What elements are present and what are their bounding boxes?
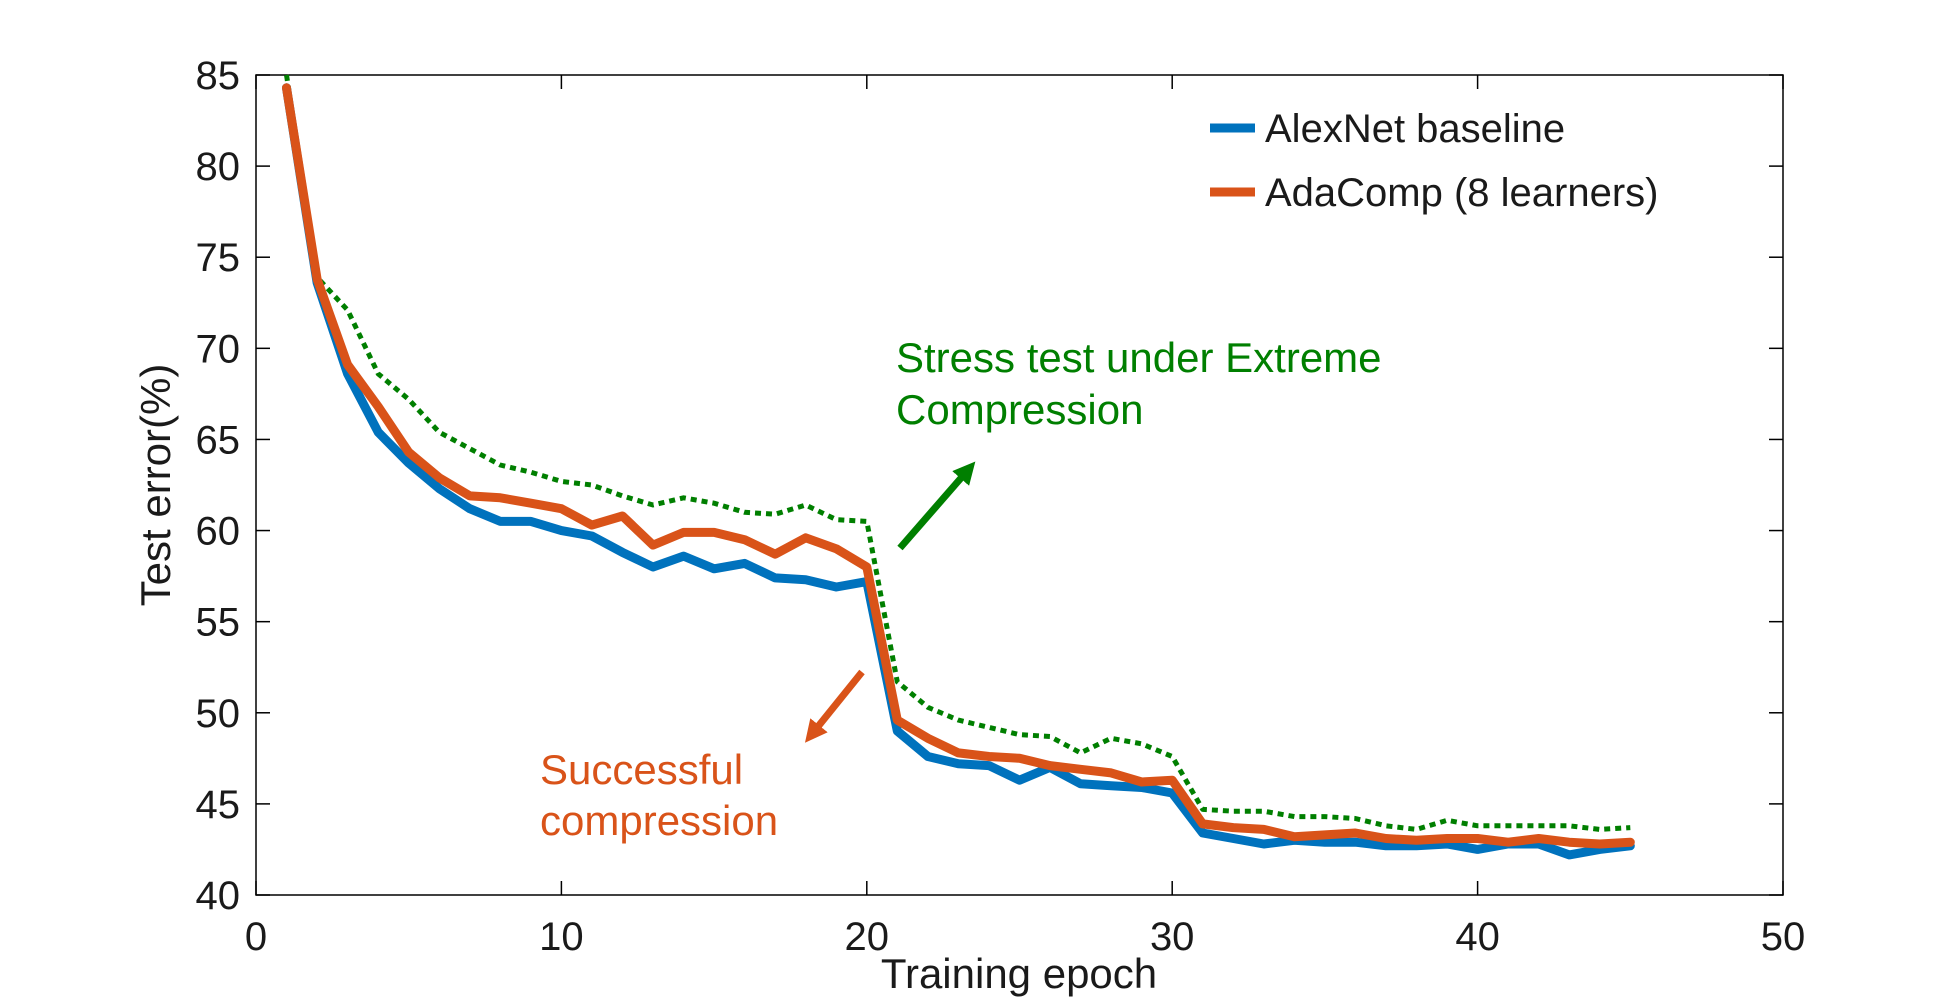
annotation-success-line-2: compression bbox=[540, 797, 778, 844]
x-tick-label-1: 10 bbox=[539, 915, 584, 959]
x-tick-label-3: 30 bbox=[1150, 915, 1195, 959]
annotation-stress-line-2: Compression bbox=[896, 386, 1143, 433]
legend-label-baseline: AlexNet baseline bbox=[1265, 107, 1565, 151]
legend: AlexNet baseline AdaComp (8 learners) bbox=[1210, 107, 1659, 215]
y-tick-label-5: 65 bbox=[196, 418, 241, 462]
x-tick-label-2: 20 bbox=[845, 915, 890, 959]
y-tick-label-7: 75 bbox=[196, 236, 241, 280]
x-axis-ticks: 0 10 20 30 40 50 bbox=[245, 75, 1805, 959]
annotation-stress-arrow bbox=[897, 461, 976, 551]
annotation-success-line-1: Successful bbox=[540, 746, 743, 793]
series-layer bbox=[282, 74, 1635, 860]
y-tick-label-9: 85 bbox=[196, 54, 241, 98]
plot-frame bbox=[255, 74, 1784, 896]
y-tick-label-0: 40 bbox=[196, 874, 241, 918]
series-adacomp bbox=[282, 83, 1635, 849]
series-alexnet-baseline bbox=[282, 83, 1635, 860]
y-tick-label-2: 50 bbox=[196, 692, 241, 736]
y-axis-title: Test error(%) bbox=[132, 364, 179, 607]
y-tick-label-4: 60 bbox=[196, 510, 241, 554]
y-tick-label-6: 70 bbox=[196, 327, 241, 371]
y-axis-ticks: 40 45 50 55 60 65 70 75 80 85 bbox=[196, 54, 1783, 918]
y-tick-label-8: 80 bbox=[196, 145, 241, 189]
annotation-success-arrow bbox=[804, 669, 865, 743]
x-tick-label-0: 0 bbox=[245, 915, 267, 959]
legend-label-adacomp: AdaComp (8 learners) bbox=[1265, 171, 1659, 215]
annotation-stress-line-1: Stress test under Extreme bbox=[896, 334, 1382, 381]
annotation-stress-test: Stress test under Extreme Compression bbox=[896, 334, 1382, 551]
x-axis-title: Training epoch bbox=[881, 950, 1157, 997]
series-stress-test bbox=[284, 74, 1631, 832]
x-tick-label-5: 50 bbox=[1761, 915, 1806, 959]
x-tick-label-4: 40 bbox=[1455, 915, 1500, 959]
annotation-successful-compression: Successful compression bbox=[540, 669, 865, 844]
y-tick-label-3: 55 bbox=[196, 601, 241, 645]
y-tick-label-1: 45 bbox=[196, 783, 241, 827]
